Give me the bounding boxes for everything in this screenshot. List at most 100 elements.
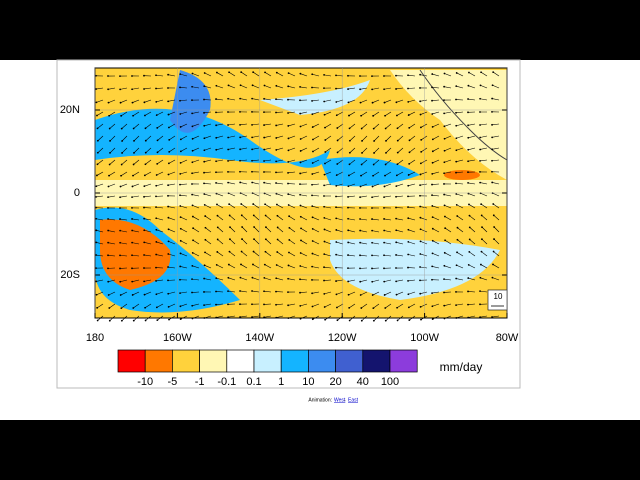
wind-arrow bbox=[456, 147, 464, 151]
wind-arrow-head bbox=[227, 263, 230, 266]
wind-arrow bbox=[373, 147, 380, 154]
wind-arrow bbox=[456, 123, 464, 127]
wind-arrow bbox=[120, 171, 128, 176]
wind-arrow-head bbox=[324, 318, 327, 321]
wind-arrow bbox=[108, 218, 116, 221]
wind-arrow bbox=[192, 252, 200, 257]
wind-arrow-head bbox=[131, 88, 134, 91]
wind-arrow-head bbox=[119, 207, 121, 209]
wind-arrow bbox=[264, 98, 272, 101]
wind-arrow bbox=[144, 229, 152, 233]
wind-arrow bbox=[180, 73, 188, 77]
wind-arrow-head bbox=[263, 111, 265, 114]
wind-arrow-head bbox=[467, 98, 469, 100]
wind-arrow-head bbox=[347, 293, 350, 296]
wind-arrow-head bbox=[443, 193, 446, 196]
wind-arrow bbox=[432, 159, 440, 164]
wind-arrow bbox=[300, 205, 308, 209]
wind-arrow bbox=[180, 228, 188, 233]
wind-arrow-head bbox=[275, 137, 278, 139]
wind-arrow-head bbox=[227, 124, 229, 126]
colorbar-label: -1 bbox=[195, 376, 205, 388]
wind-arrow bbox=[420, 99, 428, 102]
wind-arrow bbox=[384, 195, 392, 198]
wind-arrow bbox=[349, 159, 356, 165]
west-link[interactable]: West bbox=[334, 397, 346, 403]
wind-arrow bbox=[288, 123, 296, 127]
wind-arrow-head bbox=[311, 86, 313, 89]
wind-arrow bbox=[444, 303, 452, 306]
wind-arrow-head bbox=[263, 181, 266, 184]
map-field bbox=[170, 70, 211, 133]
wind-arrow-head bbox=[455, 193, 458, 195]
wind-arrow bbox=[288, 135, 296, 139]
wind-arrow-head bbox=[155, 266, 157, 269]
wind-arrow bbox=[204, 252, 212, 257]
wind-arrow-head bbox=[133, 140, 135, 142]
wind-arrow bbox=[204, 135, 212, 139]
wind-arrow-head bbox=[311, 205, 314, 208]
wind-arrow bbox=[253, 238, 260, 245]
wind-arrow-head bbox=[479, 84, 482, 87]
wind-arrow bbox=[156, 241, 164, 245]
wind-arrow bbox=[384, 242, 392, 245]
wind-arrow bbox=[432, 216, 440, 221]
wind-arrow bbox=[216, 303, 224, 305]
wind-arrow-head bbox=[204, 251, 206, 254]
wind-arrow bbox=[300, 147, 308, 152]
wind-arrow-head bbox=[287, 160, 290, 163]
wind-arrow bbox=[444, 171, 452, 174]
wind-arrow-head bbox=[299, 99, 301, 102]
wind-arrow bbox=[192, 240, 200, 245]
wind-arrow-head bbox=[491, 84, 494, 87]
wind-arrow-head bbox=[167, 173, 170, 176]
wind-arrow-head bbox=[431, 183, 433, 186]
wind-arrow bbox=[323, 279, 332, 281]
wind-arrow-head bbox=[227, 160, 229, 162]
wind-arrow-head bbox=[227, 84, 230, 87]
wind-arrow bbox=[252, 290, 260, 293]
wind-arrow-head bbox=[167, 205, 170, 208]
wind-arrow-head bbox=[179, 126, 182, 128]
wind-arrow-head bbox=[481, 226, 483, 229]
wind-arrow-head bbox=[336, 163, 339, 165]
wind-arrow bbox=[192, 216, 200, 221]
wind-arrow bbox=[456, 111, 464, 114]
wind-arrow bbox=[180, 111, 188, 115]
wind-arrow bbox=[264, 72, 272, 77]
wind-arrow-head bbox=[311, 162, 314, 164]
wind-arrow-head bbox=[167, 305, 170, 308]
wind-arrow-head bbox=[299, 183, 301, 186]
wind-arrow-head bbox=[443, 112, 446, 115]
wind-arrow bbox=[204, 193, 212, 197]
wind-arrow bbox=[96, 99, 104, 103]
wind-arrow-head bbox=[419, 73, 422, 76]
wind-arrow-head bbox=[383, 218, 385, 220]
east-link[interactable]: East bbox=[348, 397, 359, 403]
wind-arrow bbox=[361, 159, 368, 165]
wind-arrow bbox=[420, 159, 428, 164]
wind-arrow bbox=[348, 242, 356, 245]
wind-arrow-head bbox=[167, 240, 170, 243]
wind-arrow-head bbox=[143, 195, 145, 198]
wind-arrow-head bbox=[275, 277, 278, 280]
wind-arrow-head bbox=[455, 85, 458, 88]
wind-arrow bbox=[480, 315, 488, 318]
wind-arrow bbox=[240, 315, 248, 318]
wind-arrow-head bbox=[407, 217, 410, 220]
wind-arrow bbox=[372, 183, 380, 187]
wind-arrow bbox=[432, 73, 440, 77]
wind-arrow-head bbox=[312, 150, 314, 153]
wind-arrow bbox=[312, 266, 320, 269]
wind-arrow-head bbox=[372, 319, 375, 322]
wind-arrow-head bbox=[407, 206, 409, 209]
wind-arrow bbox=[145, 159, 152, 165]
wind-arrow bbox=[264, 147, 272, 150]
wind-arrow-head bbox=[107, 185, 110, 188]
wind-arrow bbox=[204, 278, 212, 281]
wind-arrow-head bbox=[359, 280, 362, 283]
wind-arrow-head bbox=[311, 227, 314, 230]
wind-arrow bbox=[432, 147, 440, 152]
wind-arrow bbox=[360, 87, 368, 90]
wind-arrow-head bbox=[251, 159, 253, 162]
